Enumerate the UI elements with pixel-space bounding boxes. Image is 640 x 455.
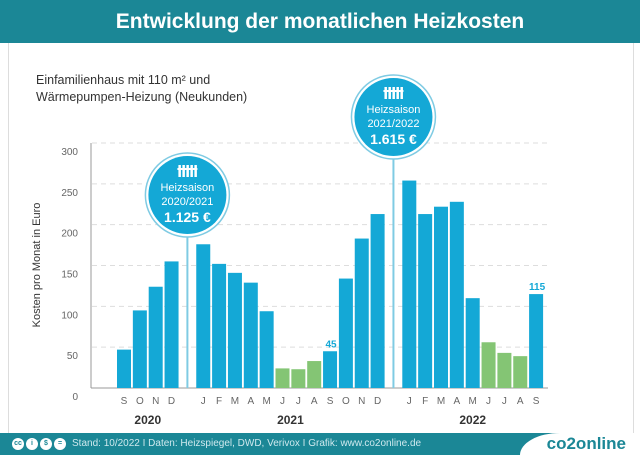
bar [370,214,385,388]
cc-icon: cc [12,438,24,450]
radiator-icon [383,90,404,92]
source-text: Stand: 10/2022 I Daten: Heizspiegel, DWD… [72,438,422,449]
y-axis-label: Kosten pro Monat in Euro [31,203,43,328]
bar [497,352,512,388]
annotation-circle [354,78,433,156]
bar [529,294,544,388]
year-label: 2022 [459,413,486,427]
bar [354,238,369,388]
y-tick-label: 100 [61,310,78,321]
x-tick-label: M [262,396,270,407]
footer: cc i $ = Stand: 10/2022 I Daten: Heizspiege… [0,433,640,455]
radiator-icon [190,165,193,177]
x-tick-label: D [374,396,381,407]
radiator-icon [182,165,185,177]
y-tick-label: 150 [61,270,78,281]
bar [275,368,290,388]
co2online-logo: co2online [546,434,626,453]
bar [402,180,417,388]
radiator-icon [384,87,387,99]
x-tick-label: D [168,396,175,407]
chart-frame [8,43,634,433]
radiator-icon [388,87,391,99]
x-tick-label: A [517,396,524,407]
license-icons: cc i $ = [12,438,66,450]
bar [338,278,353,388]
by-icon: i [26,438,38,450]
bar [449,201,464,388]
year-label: 2020 [134,413,161,427]
bar [323,351,338,388]
y-tick-label: 300 [61,147,78,158]
bar [164,261,179,388]
x-tick-label: A [311,396,318,407]
radiator-icon [194,165,197,177]
annotation-season: 2021/2022 [367,118,419,130]
x-tick-label: M [231,396,239,407]
bar [434,206,448,388]
bar [513,356,528,388]
bar [259,311,274,388]
x-tick-label: F [422,396,428,407]
x-tick-label: M [469,396,477,407]
bar-chart: 0 50 100 150 200 250 300 Kosten pro Monat in Eu… [31,74,548,427]
logo-tab [520,433,640,455]
bar [418,214,433,388]
annotation-circle [148,156,227,234]
radiator-icon [186,165,189,177]
annotation-season: 2020/2021 [161,196,213,208]
annotation-total: 1.615 € [370,131,417,147]
radiator-icon [396,87,399,99]
x-tick-label: J [502,396,507,407]
annotation-total: 1.125 € [164,209,211,225]
subtitle-line: Einfamilienhaus mit 110 m² und [36,73,211,87]
data-label: 45 [325,339,337,350]
bar [291,369,306,388]
y-tick-label: 50 [67,351,79,362]
x-tick-label: A [454,396,461,407]
nc-icon: $ [40,438,52,450]
bar [148,286,163,388]
nd-icon: = [54,438,66,450]
y-tick-label: 200 [61,229,78,240]
x-tick-label: J [201,396,206,407]
x-tick-label: S [533,396,540,407]
bar [132,310,147,388]
bar [227,272,242,388]
x-tick-label: S [121,396,128,407]
bar [481,342,496,388]
x-tick-label: J [296,396,301,407]
y-tick-label: 250 [61,188,78,199]
x-tick-label: S [327,396,334,407]
year-label: 2021 [277,413,304,427]
bar [465,298,480,388]
x-tick-label: O [136,396,144,407]
radiator-icon [400,87,403,99]
x-tick-label: J [486,396,491,407]
annotation-title: Heizsaison [160,182,214,194]
bar [196,244,211,388]
annotation-title: Heizsaison [367,104,421,116]
subtitle-line: Wärmepumpen-Heizung (Neukunden) [36,90,248,104]
radiator-icon [178,165,181,177]
x-tick-label: J [407,396,412,407]
radiator-icon [177,168,198,170]
page-title: Entwicklung der monatlichen Heizkosten [0,0,640,43]
bar [307,361,322,388]
bar [243,282,258,388]
chart-subtitle: Einfamilienhaus mit 110 m² und Wärmepump… [36,72,247,106]
x-tick-label: O [342,396,350,407]
bar [117,349,131,388]
bar [212,263,227,388]
x-tick-label: N [152,396,159,407]
x-tick-label: F [216,396,222,407]
y-tick-label: 0 [72,392,78,403]
data-label: 115 [529,282,546,293]
x-tick-label: J [280,396,285,407]
radiator-icon [392,87,395,99]
x-tick-label: M [437,396,445,407]
x-tick-label: N [358,396,365,407]
x-tick-label: A [247,396,254,407]
